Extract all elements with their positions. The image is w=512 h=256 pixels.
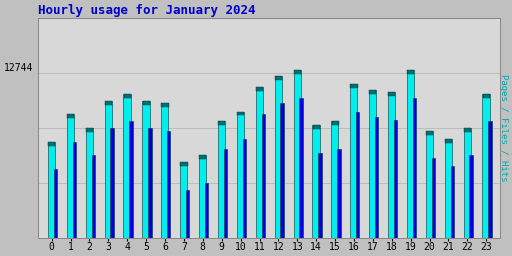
Bar [142,101,150,238]
Bar [92,155,95,238]
Bar [123,94,131,238]
Bar [350,84,357,238]
Bar [426,131,433,135]
Bar [67,114,74,118]
Bar [161,103,168,107]
Bar [407,70,414,238]
Bar [337,148,340,238]
Bar [312,125,319,238]
Bar [67,114,74,238]
Bar [218,121,225,125]
Bar [111,128,114,238]
Bar [180,162,187,238]
Bar [130,121,133,238]
Bar [205,183,208,238]
Bar [318,153,322,238]
Bar [464,128,471,132]
Bar [313,125,320,129]
Bar [293,70,301,238]
Bar [470,155,473,238]
Bar [388,92,395,238]
Bar [86,128,93,238]
Bar [199,155,206,159]
Bar [218,121,225,238]
Bar [262,114,265,238]
Bar [388,92,395,96]
Bar [105,101,112,104]
Bar [482,94,489,238]
Bar [224,148,227,238]
Bar [483,94,490,98]
Bar [375,117,378,238]
Bar [432,158,435,238]
Bar [104,101,112,238]
Bar [294,70,301,74]
Bar [350,84,357,88]
Bar [142,101,150,104]
Bar [407,70,414,74]
Bar [331,121,338,125]
Bar [300,98,303,238]
Bar [54,169,57,238]
Bar [413,98,416,238]
Bar [426,131,433,238]
Bar [48,142,55,146]
Bar [445,139,452,238]
Bar [161,103,168,238]
Bar [237,112,244,115]
Bar [463,128,471,238]
Bar [123,94,131,98]
Bar [451,166,454,238]
Bar [488,121,492,238]
Bar [445,139,452,143]
Bar [180,162,187,166]
Bar [331,121,338,238]
Bar [281,103,284,238]
Y-axis label: Pages / Files / Hits: Pages / Files / Hits [499,74,508,182]
Bar [167,131,170,238]
Bar [369,90,376,93]
Bar [199,155,206,238]
Bar [73,142,76,238]
Bar [255,87,263,238]
Text: Hourly usage for January 2024: Hourly usage for January 2024 [38,4,256,17]
Bar [356,112,359,238]
Bar [274,76,282,238]
Bar [48,142,55,238]
Bar [237,112,244,238]
Bar [394,120,397,238]
Bar [86,128,93,132]
Bar [243,139,246,238]
Bar [148,128,152,238]
Bar [275,76,282,80]
Bar [256,87,263,91]
Bar [369,90,376,238]
Bar [186,190,189,238]
